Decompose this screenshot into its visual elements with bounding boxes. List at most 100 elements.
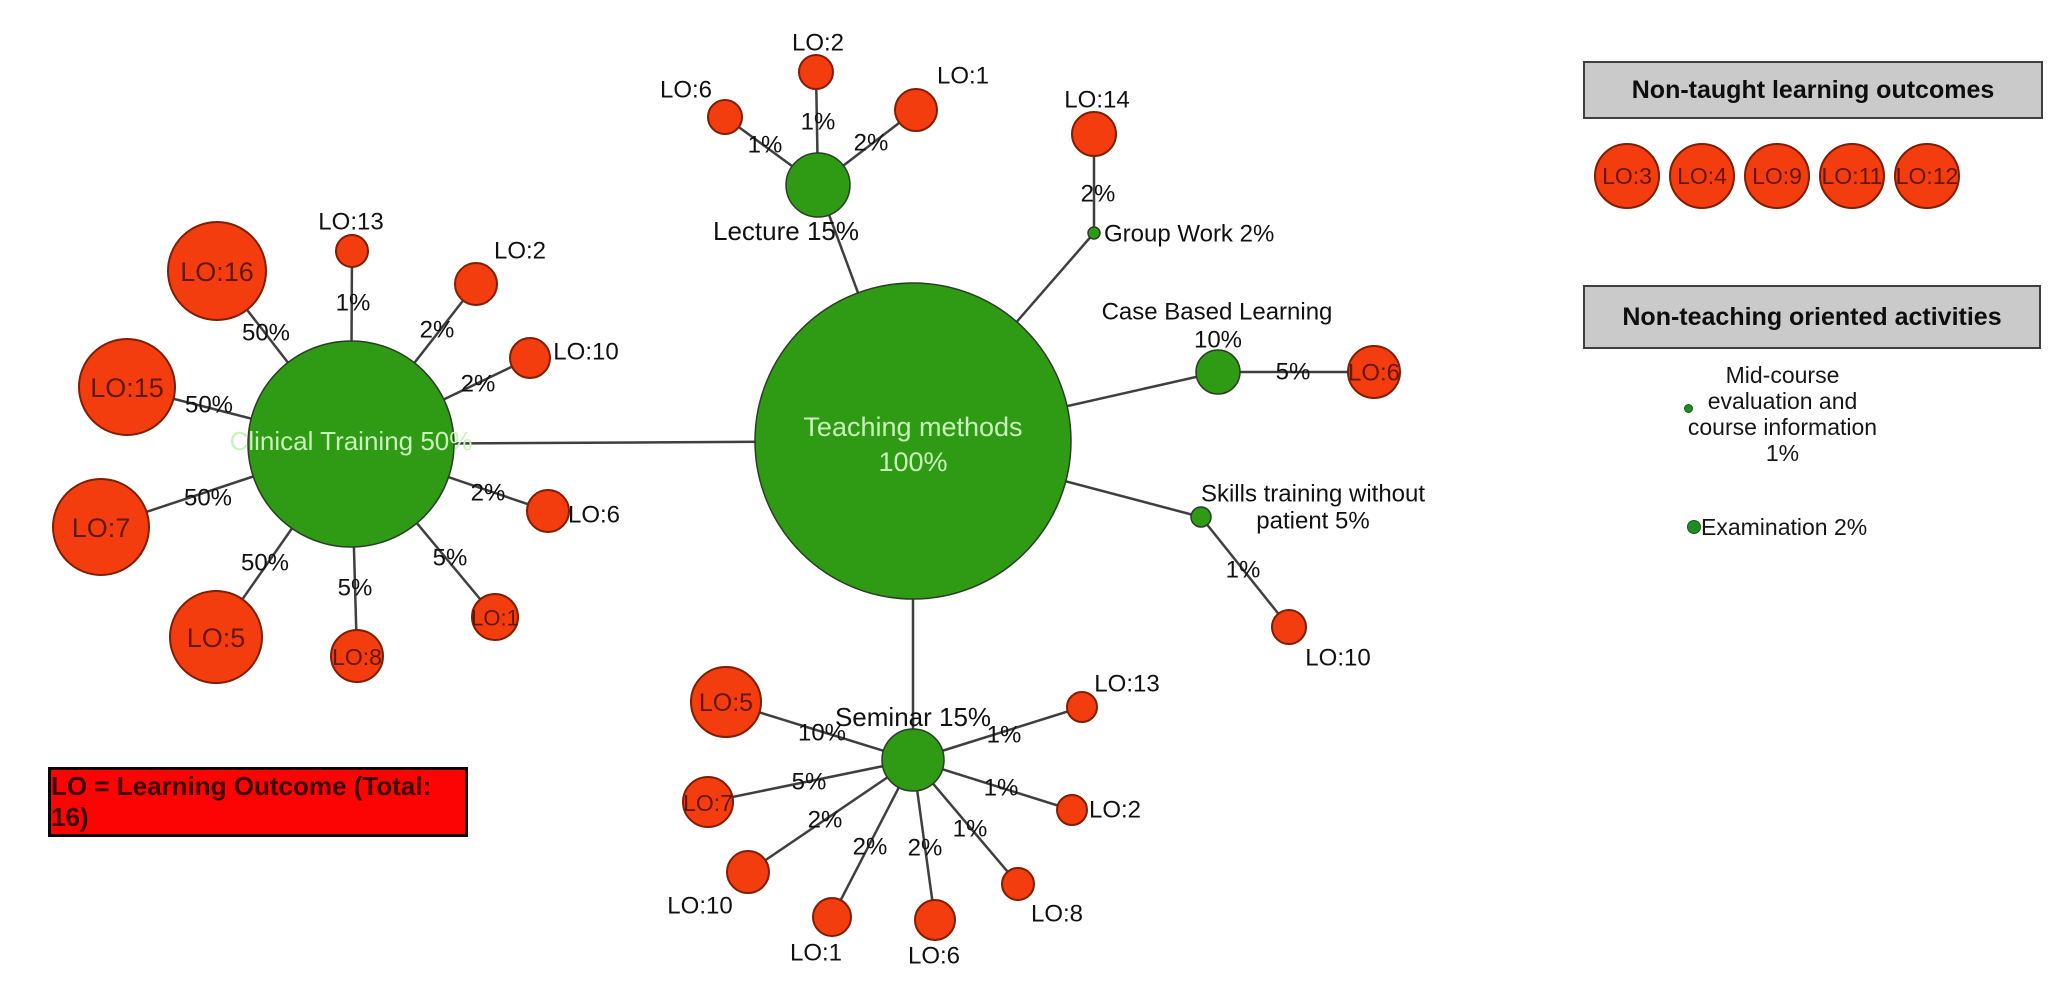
node-seminar-lo5: [690, 666, 762, 738]
node-clinical-lo13: [335, 234, 369, 268]
edge-label: 1%: [987, 722, 1022, 749]
node-clinical-lo16: [167, 221, 267, 321]
node-label-groupwork-lo14: LO:14: [1064, 87, 1129, 114]
non-taught-lo-circle-5: LO:12: [1894, 143, 1960, 209]
examination-dot-icon: [1687, 520, 1701, 534]
edge-label: 2%: [461, 371, 496, 398]
edge-label: 1%: [953, 816, 988, 843]
node-label-clinical-lo8: LO:8: [332, 644, 382, 670]
edge-label: 1%: [984, 775, 1019, 802]
node-clinical-lo8: [330, 629, 384, 683]
node-seminar-lo6: [914, 899, 956, 941]
edge-label: 50%: [241, 550, 289, 577]
node-groupwork-lo14: [1071, 111, 1117, 157]
node-clinical-lo2: [454, 262, 498, 306]
non-taught-lo-circle-3: LO:9: [1744, 143, 1810, 209]
non-teaching-activities-header: Non-teaching oriented activities: [1583, 285, 2041, 349]
node-hub-teaching-methods: [754, 282, 1072, 600]
node-label-clinical-lo16: LO:16: [180, 257, 254, 287]
diagram-text: Seminar 15%: [835, 702, 991, 732]
edge-line: [1200, 516, 1290, 628]
mid-course-line-4: 1%: [1765, 440, 1800, 466]
node-lecture-lo2: [798, 54, 834, 90]
node-label-clinical-lo5: LO:5: [187, 623, 246, 653]
node-label-seminar-lo1: LO:1: [790, 940, 842, 967]
node-hub-group-work: [1087, 226, 1101, 240]
non-taught-lo-label-4: LO:11: [1821, 162, 1883, 189]
node-seminar-lo1: [812, 897, 852, 937]
edge-label: 1%: [336, 290, 371, 317]
diagram-text: Skills training without: [1201, 481, 1425, 508]
node-skills-lo10: [1271, 609, 1307, 645]
node-label-lecture-lo2: LO:2: [792, 30, 844, 57]
examination-label: Examination 2%: [1701, 514, 1868, 540]
node-lecture-lo6: [707, 99, 743, 135]
node-label-lecture-lo6: LO:6: [660, 77, 712, 104]
edge-label: 50%: [242, 320, 290, 347]
non-taught-lo-circle-2: LO:4: [1669, 143, 1735, 209]
diagram-text: Clinical Training 50%: [230, 426, 473, 456]
edge-label: 1%: [801, 109, 836, 136]
node-hub-seminar: [881, 728, 945, 792]
node-label-seminar-lo6: LO:6: [908, 943, 960, 970]
node-hub-clinical-training: [247, 340, 455, 548]
node-label-seminar-lo8: LO:8: [1031, 901, 1083, 928]
node-clinical-lo6: [526, 489, 570, 533]
node-clinical-lo10: [509, 337, 551, 379]
node-label-clinical-lo6: LO:6: [568, 502, 620, 529]
non-taught-circles-row: LO:3 LO:4 LO:9 LO:11 LO:12: [1594, 143, 1960, 209]
edge-label: 5%: [1276, 359, 1311, 386]
node-label-seminar-lo7: LO:7: [683, 790, 733, 816]
node-hub-case-based-learning: [1195, 349, 1241, 395]
non-taught-lo-label-5: LO:12: [1895, 162, 1959, 189]
node-label-clinical-lo2: LO:2: [494, 238, 546, 265]
node-label-lecture-lo1: LO:1: [937, 63, 989, 90]
edge-label: 5%: [338, 575, 373, 602]
edge-label: 2%: [471, 480, 506, 507]
mid-course-label: Mid-course evaluation and course informa…: [1660, 362, 1905, 466]
non-taught-lo-label-3: LO:9: [1752, 162, 1802, 189]
edge-label: 2%: [808, 807, 843, 834]
node-seminar-lo2: [1056, 794, 1088, 826]
node-seminar-lo10: [726, 850, 770, 894]
node-label-skills-lo10: LO:10: [1305, 645, 1370, 672]
node-seminar-lo8: [1001, 867, 1035, 901]
diagram-text: Lecture 15%: [713, 216, 859, 246]
node-hub-skills-training: [1190, 506, 1212, 528]
node-label-seminar-lo10: LO:10: [667, 893, 732, 920]
edge-label: 1%: [748, 132, 783, 159]
node-label-clinical-lo10: LO:10: [553, 339, 618, 366]
edge-label: 5%: [792, 769, 827, 796]
node-label-seminar-lo13: LO:13: [1094, 671, 1159, 698]
node-hub-lecture: [785, 152, 851, 218]
edge-label: 2%: [853, 834, 888, 861]
node-clinical-lo1: [471, 593, 519, 641]
non-taught-outcomes-title: Non-taught learning outcomes: [1631, 75, 1995, 104]
edge-line: [707, 758, 914, 804]
edge-label: 50%: [185, 392, 233, 419]
diagram-text: patient 5%: [1256, 508, 1369, 535]
node-label-cbl-lo6: LO:6: [1348, 360, 1400, 387]
mid-course-line-3: course information: [1687, 414, 1878, 440]
node-seminar-lo7: [682, 776, 734, 828]
node-label-seminar-lo5: LO:5: [699, 689, 753, 717]
mid-course-dot-icon: [1684, 404, 1693, 413]
node-label-seminar-lo2: LO:2: [1089, 797, 1141, 824]
edge-label: 2%: [854, 130, 889, 157]
edge-label: 50%: [184, 485, 232, 512]
node-lecture-lo1: [894, 88, 938, 132]
node-clinical-lo5: [169, 590, 263, 684]
legend-box: LO = Learning Outcome (Total: 16): [48, 767, 468, 837]
non-taught-lo-circle-4: LO:11: [1819, 143, 1885, 209]
edge-label: 2%: [1081, 181, 1116, 208]
node-label-clinical-lo13: LO:13: [318, 209, 383, 236]
legend-text: LO = Learning Outcome (Total: 16): [51, 771, 432, 832]
edge-label: 2%: [908, 835, 943, 862]
non-teaching-activities-title: Non-teaching oriented activities: [1622, 302, 2002, 331]
diagram-text: Case Based Learning: [1102, 299, 1333, 326]
non-taught-lo-label-2: LO:4: [1677, 162, 1727, 189]
mid-course-line-2: evaluation and: [1707, 388, 1858, 414]
node-label-clinical-lo7: LO:7: [72, 513, 131, 543]
non-taught-lo-circle-1: LO:3: [1594, 143, 1660, 209]
